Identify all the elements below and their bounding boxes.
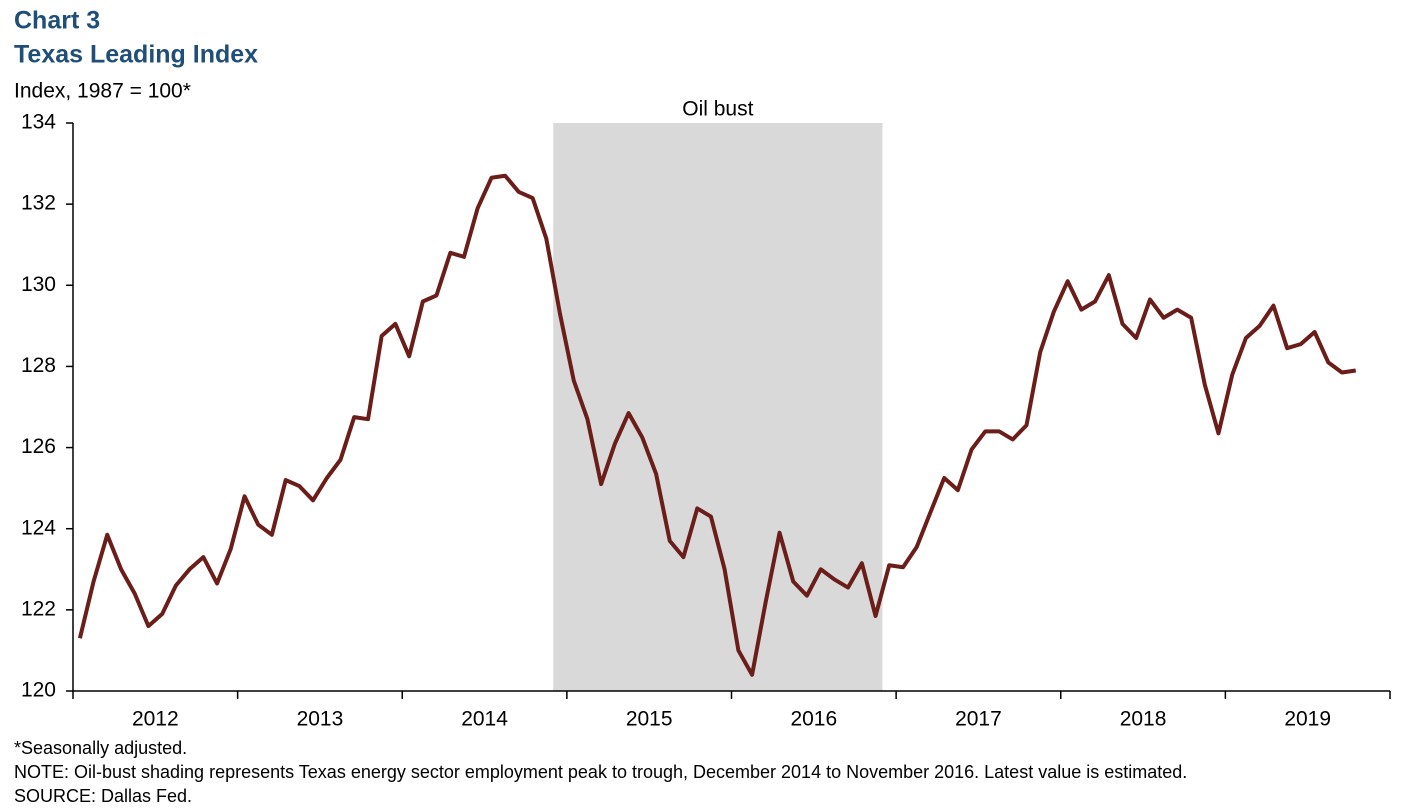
- index-line: [77, 173, 1357, 677]
- x-tick-label: 2012: [132, 708, 179, 731]
- chart-title: Chart 3: [14, 7, 100, 35]
- x-tick-label: 2018: [1120, 708, 1167, 731]
- shade-label: Oil bust: [682, 98, 753, 121]
- footnote: NOTE: Oil-bust shading represents Texas …: [14, 762, 1187, 782]
- oil-bust-shade: [553, 123, 883, 691]
- x-tick-label: 2017: [955, 708, 1002, 731]
- y-tick-label: 128: [21, 354, 56, 377]
- y-tick-label: 124: [21, 516, 56, 539]
- x-tick-label: 2015: [626, 708, 673, 731]
- x-tick-label: 2014: [461, 708, 508, 731]
- y-tick-label: 134: [21, 111, 56, 134]
- footnote: *Seasonally adjusted.: [14, 738, 187, 758]
- x-tick-label: 2019: [1284, 708, 1331, 731]
- y-axis-label: Index, 1987 = 100*: [14, 80, 191, 103]
- x-tick-label: 2016: [790, 708, 837, 731]
- y-tick-label: 130: [21, 273, 56, 296]
- y-tick-label: 126: [21, 435, 56, 458]
- y-tick-label: 132: [21, 192, 56, 215]
- y-tick-label: 120: [21, 679, 56, 702]
- chart-subtitle: Texas Leading Index: [14, 41, 258, 69]
- y-tick-label: 122: [21, 597, 56, 620]
- x-tick-label: 2013: [297, 708, 344, 731]
- footnote: SOURCE: Dallas Fed.: [14, 786, 192, 806]
